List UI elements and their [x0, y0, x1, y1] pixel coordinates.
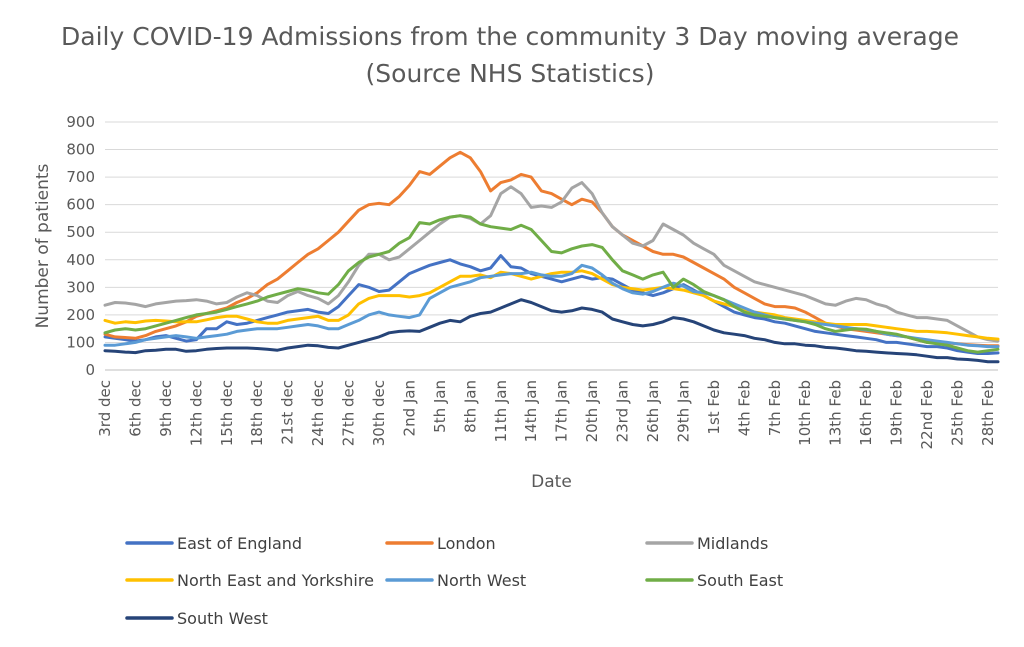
legend-label-east-of-england: East of England — [177, 534, 302, 553]
series-line-south-east — [103, 214, 1000, 354]
x-tick-label: 13th Feb — [827, 380, 845, 446]
x-tick-label: 10th Feb — [796, 380, 814, 446]
y-tick-label: 600 — [66, 196, 95, 214]
y-tick-label: 300 — [66, 278, 95, 296]
legend-label-london: London — [437, 534, 496, 553]
x-tick-label: 14th Jan — [522, 380, 540, 442]
x-tick-label: 11th Jan — [492, 380, 510, 442]
x-tick-label: 1st Feb — [705, 380, 723, 435]
x-tick-label: 29th Jan — [674, 380, 692, 442]
y-tick-label: 700 — [66, 168, 95, 186]
y-tick-label: 900 — [66, 113, 95, 131]
x-tick-label: 5th Jan — [431, 380, 449, 433]
y-tick-label: 0 — [85, 361, 95, 379]
x-tick-label: 19th Feb — [888, 380, 906, 446]
x-tick-label: 21st dec — [279, 380, 297, 445]
x-tick-label: 17th Jan — [553, 380, 571, 442]
x-tick-label: 18th dec — [248, 380, 266, 446]
series-line-midlands — [103, 181, 1000, 343]
x-tick-label: 27th dec — [340, 380, 358, 446]
y-axis-label: Number of patients — [33, 163, 53, 328]
legend-label-midlands: Midlands — [697, 534, 768, 553]
x-axis-label: Date — [531, 472, 572, 492]
x-tick-label: 8th Jan — [461, 380, 479, 433]
x-tick-label: 7th Feb — [766, 380, 784, 436]
x-tick-label: 9th dec — [157, 380, 175, 437]
x-tick-label: 20th Jan — [583, 380, 601, 442]
x-tick-label: 15th dec — [218, 380, 236, 446]
y-tick-label: 100 — [66, 333, 95, 351]
legend-label-north-west: North West — [437, 571, 526, 590]
x-tick-label: 6th dec — [126, 380, 144, 437]
y-tick-label: 500 — [66, 223, 95, 241]
x-tick-label: 26th Jan — [644, 380, 662, 442]
x-tick-label: 3rd dec — [96, 380, 114, 437]
x-tick-label: 28th Feb — [979, 380, 997, 446]
x-tick-label: 23rd Jan — [614, 380, 632, 442]
legend-label-south-east: South East — [697, 571, 783, 590]
x-tick-label: 24th dec — [309, 380, 327, 446]
x-tick-label: 4th Feb — [735, 380, 753, 436]
legend-label-south-west: South West — [177, 609, 268, 628]
series-line-north-east-and-yorkshire — [103, 269, 1000, 341]
x-tick-label: 30th dec — [370, 380, 388, 446]
y-tick-label: 800 — [66, 141, 95, 159]
series-line-south-west — [103, 298, 1000, 364]
x-tick-label: 12th dec — [187, 380, 205, 446]
x-tick-label: 16th Feb — [857, 380, 875, 446]
legend-label-north-east-and-yorkshire: North East and Yorkshire — [177, 571, 374, 590]
y-tick-label: 200 — [66, 306, 95, 324]
y-tick-label: 400 — [66, 251, 95, 269]
x-tick-label: 22nd Feb — [918, 380, 936, 449]
x-tick-label: 25th Feb — [948, 380, 966, 446]
x-tick-label: 2nd Jan — [400, 380, 418, 436]
series-line-north-west — [103, 263, 1000, 349]
chart-title: Daily COVID-19 Admissions from the commu… — [61, 22, 959, 88]
